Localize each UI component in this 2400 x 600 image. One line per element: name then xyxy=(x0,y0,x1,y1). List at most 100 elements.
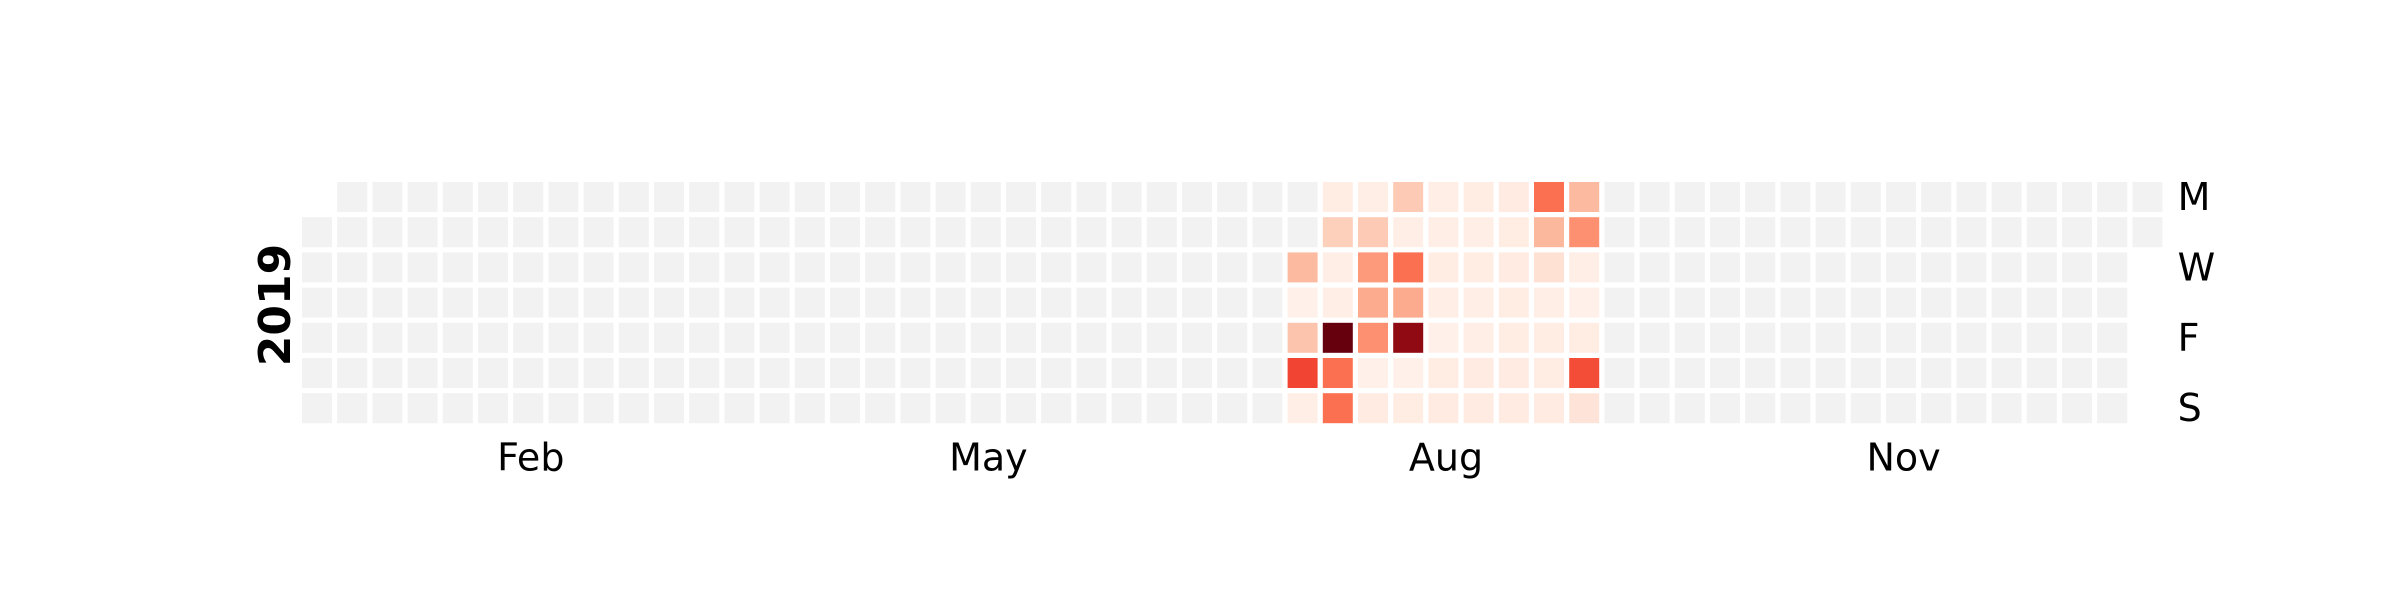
heatmap-cell xyxy=(1639,182,1670,212)
heatmap-cell xyxy=(1534,252,1564,283)
heatmap-cell xyxy=(1146,393,1177,424)
heatmap-cell xyxy=(1534,287,1564,318)
heatmap-cell xyxy=(1322,217,1353,248)
heatmap-cell xyxy=(794,217,825,248)
heatmap-cell xyxy=(513,217,544,248)
heatmap-cell xyxy=(1498,358,1529,388)
heatmap-cell xyxy=(2062,358,2092,388)
heatmap-cell xyxy=(1569,252,1600,283)
heatmap-cell xyxy=(794,322,825,353)
heatmap-cell xyxy=(759,182,790,212)
heatmap-cell xyxy=(1217,322,1248,353)
heatmap-cell xyxy=(1252,358,1283,388)
heatmap-cell xyxy=(1710,217,1740,248)
heatmap-cell xyxy=(583,393,614,424)
heatmap-cell xyxy=(1745,322,1776,353)
heatmap-cell xyxy=(548,182,579,212)
heatmap-cell xyxy=(583,252,614,283)
heatmap-cell xyxy=(1463,217,1494,248)
heatmap-cell xyxy=(1534,358,1564,388)
heatmap-cell xyxy=(513,252,544,283)
heatmap-cell xyxy=(1463,287,1494,318)
heatmap-cell xyxy=(2097,322,2128,353)
heatmap-cell xyxy=(1815,322,1846,353)
heatmap-cell xyxy=(1674,358,1705,388)
heatmap-cell xyxy=(794,182,825,212)
heatmap-cell xyxy=(372,252,403,283)
heatmap-cell xyxy=(759,393,790,424)
heatmap-cell xyxy=(794,252,825,283)
heatmap-cell xyxy=(1252,217,1283,248)
heatmap-cell xyxy=(759,322,790,353)
heatmap-cell xyxy=(1710,322,1740,353)
heatmap-cell xyxy=(1569,322,1600,353)
heatmap-cell xyxy=(865,358,896,388)
heatmap-cell xyxy=(2026,322,2057,353)
heatmap-cell xyxy=(1956,252,1987,283)
heatmap-cell xyxy=(1252,287,1283,318)
weekday-label-s: S xyxy=(2178,386,2202,430)
heatmap-cell xyxy=(513,182,544,212)
heatmap-cell xyxy=(1463,358,1494,388)
heatmap-cell xyxy=(900,217,931,248)
heatmap-cell xyxy=(1217,252,1248,283)
heatmap-cell xyxy=(1358,358,1388,388)
heatmap-cell xyxy=(1322,358,1353,388)
heatmap-cell xyxy=(1041,252,1072,283)
heatmap-cell xyxy=(1217,182,1248,212)
heatmap-cell xyxy=(1041,358,1072,388)
heatmap-cell xyxy=(1850,358,1881,388)
heatmap-cell xyxy=(513,322,544,353)
heatmap-cell xyxy=(935,217,966,248)
heatmap-cell xyxy=(1076,358,1107,388)
heatmap-cell xyxy=(935,182,966,212)
heatmap-cell xyxy=(1850,182,1881,212)
heatmap-cell xyxy=(1393,182,1424,212)
heatmap-cell xyxy=(2026,182,2057,212)
heatmap-cell xyxy=(654,182,684,212)
heatmap-cell xyxy=(1604,182,1635,212)
heatmap-cell xyxy=(1534,322,1564,353)
heatmap-cell xyxy=(865,217,896,248)
heatmap-cell xyxy=(548,217,579,248)
heatmap-cell xyxy=(302,287,332,318)
heatmap-cell xyxy=(1428,252,1459,283)
heatmap-cell xyxy=(1991,252,2022,283)
heatmap-cell xyxy=(2026,393,2057,424)
heatmap-cell xyxy=(478,322,508,353)
heatmap-cell xyxy=(618,322,649,353)
heatmap-cell xyxy=(2062,182,2092,212)
heatmap-cell xyxy=(1358,217,1388,248)
heatmap-cell xyxy=(900,393,931,424)
heatmap-cell xyxy=(689,322,720,353)
heatmap-cell xyxy=(1217,393,1248,424)
heatmap-cell xyxy=(1604,287,1635,318)
heatmap-cell xyxy=(1252,182,1283,212)
heatmap-cell xyxy=(2097,358,2128,388)
heatmap-cell xyxy=(1252,393,1283,424)
heatmap-cell xyxy=(654,393,684,424)
heatmap-cell xyxy=(1639,322,1670,353)
heatmap-cell xyxy=(1498,393,1529,424)
heatmap-cell xyxy=(1076,217,1107,248)
heatmap-cell xyxy=(830,217,860,248)
heatmap-cell xyxy=(1428,182,1459,212)
heatmap-cell xyxy=(478,217,508,248)
heatmap-cell xyxy=(1111,322,1142,353)
heatmap-cell xyxy=(1850,393,1881,424)
heatmap-cell xyxy=(830,252,860,283)
heatmap-cell xyxy=(1428,393,1459,424)
heatmap-cell xyxy=(1569,217,1600,248)
heatmap-cell xyxy=(478,358,508,388)
heatmap-cell xyxy=(1991,322,2022,353)
heatmap-cell xyxy=(1745,217,1776,248)
heatmap-cell xyxy=(1956,287,1987,318)
heatmap-cell xyxy=(513,358,544,388)
heatmap-cell xyxy=(548,358,579,388)
heatmap-cell xyxy=(1498,287,1529,318)
year-label: 2019 xyxy=(250,244,301,366)
heatmap-cell xyxy=(1322,322,1353,353)
heatmap-cell xyxy=(1287,217,1318,248)
